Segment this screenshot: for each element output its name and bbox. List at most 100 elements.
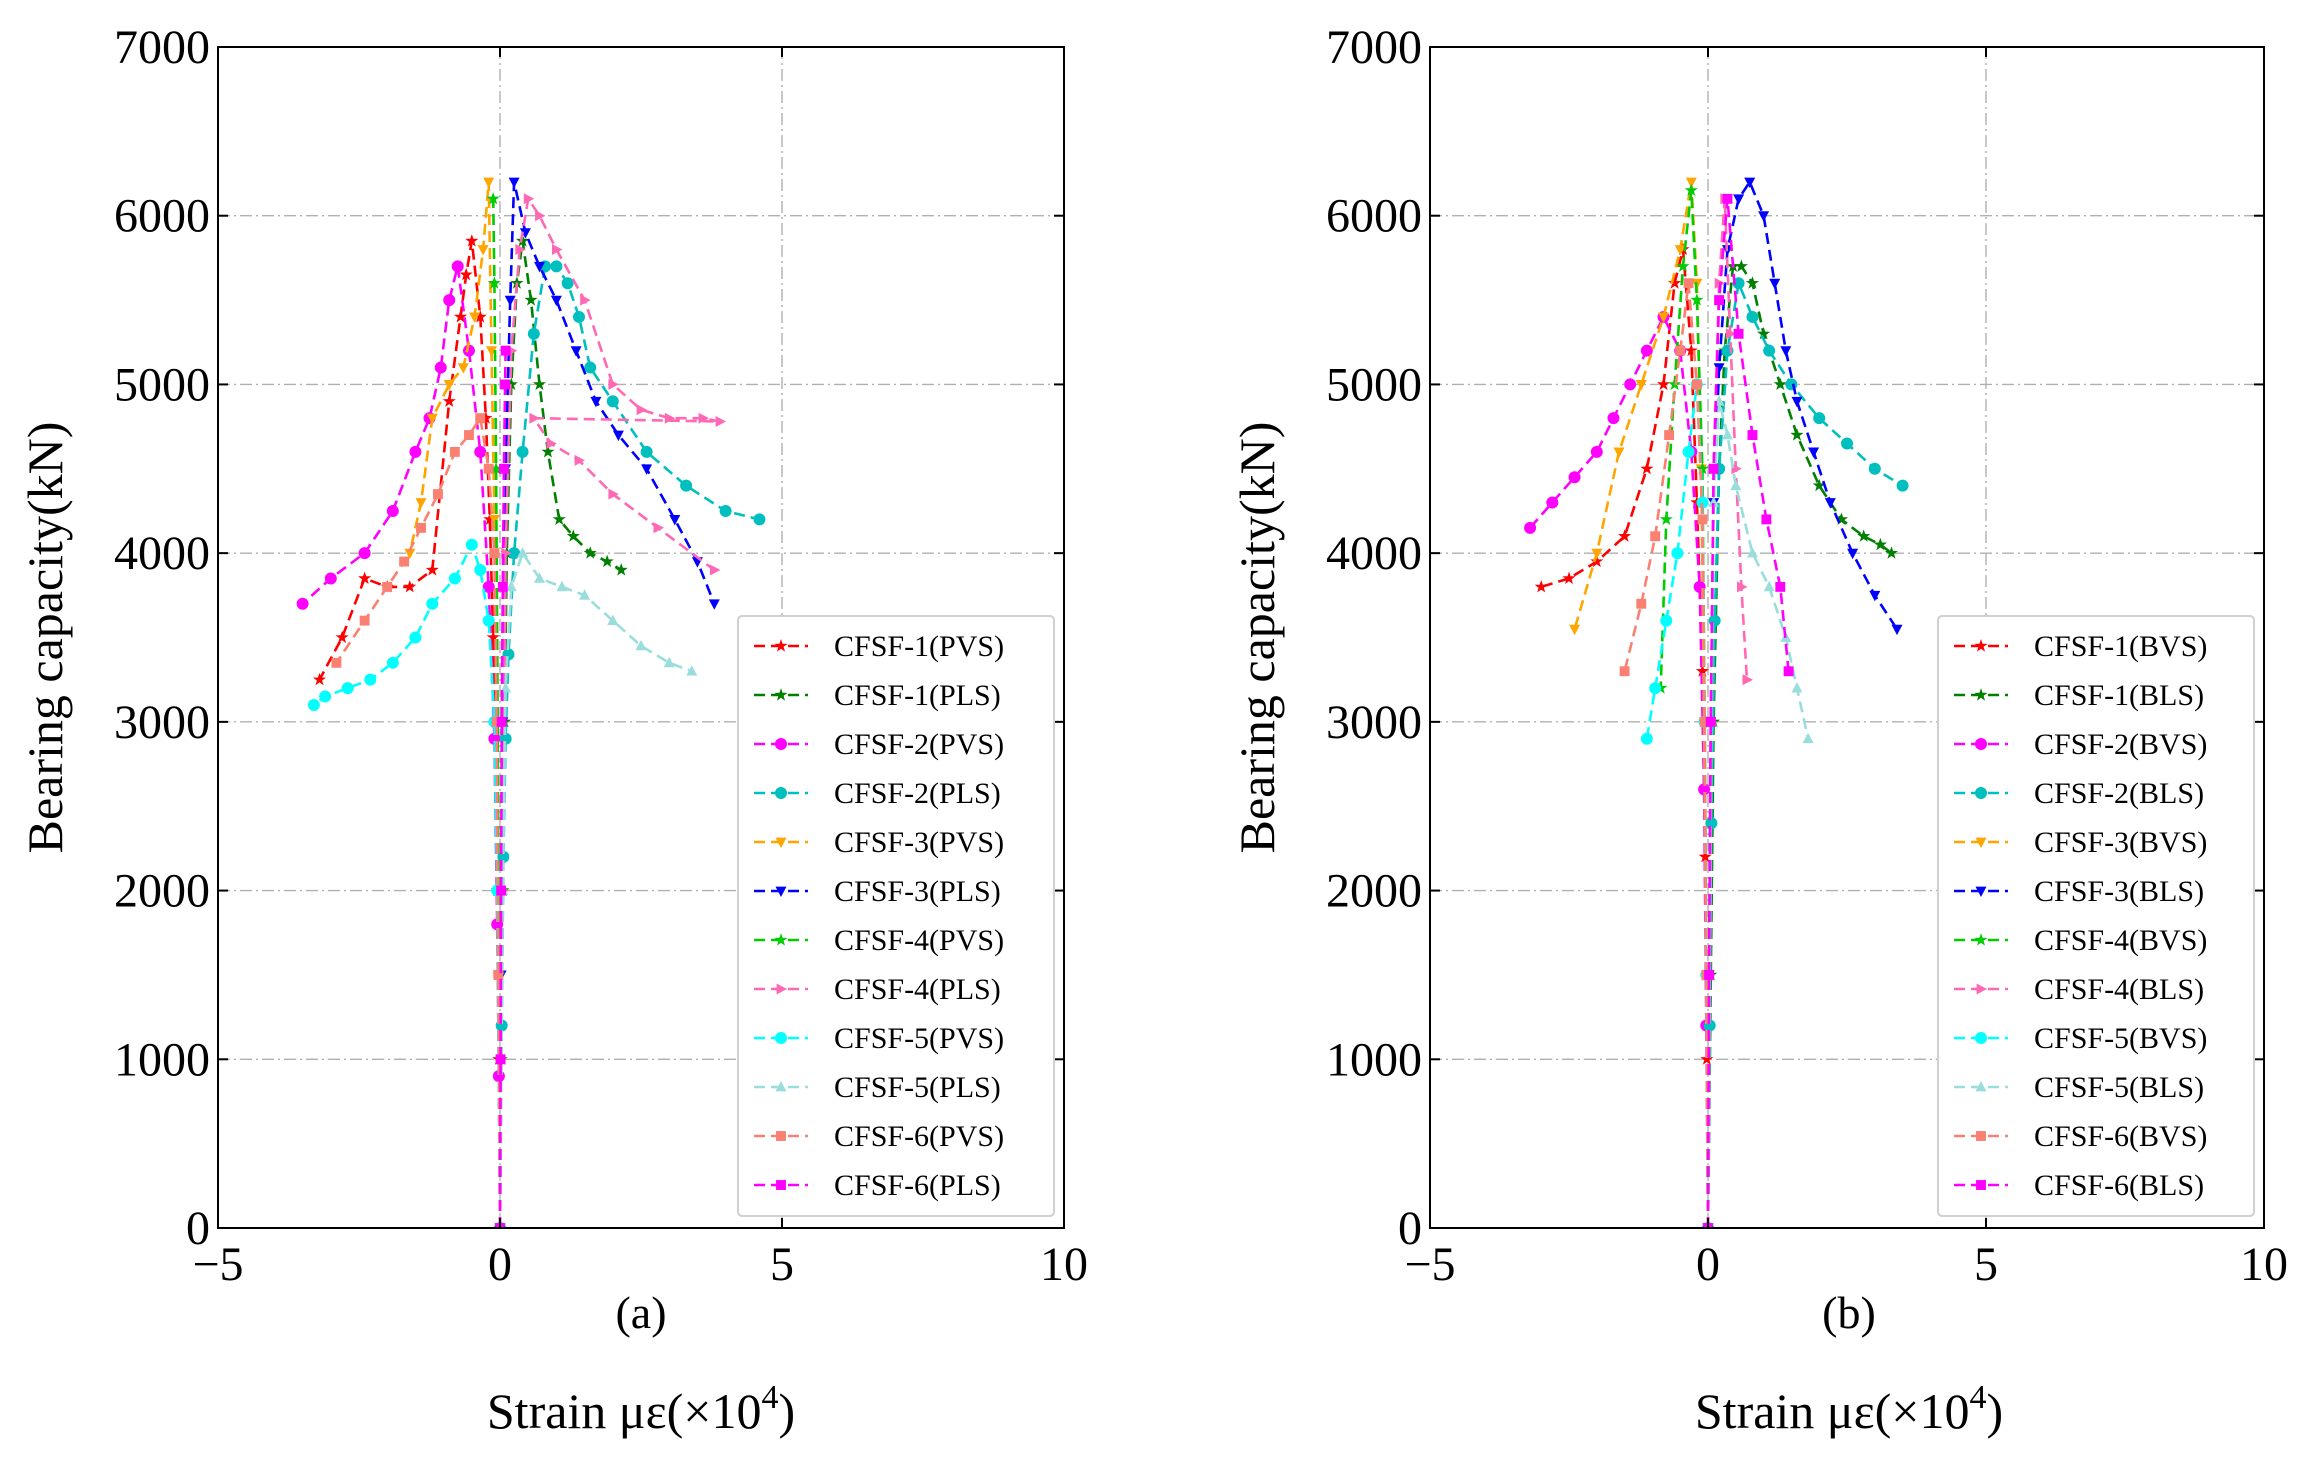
legend-entry: CFSF-4(BVS) [1954, 924, 2207, 957]
x-tick-label: 0 [1696, 1238, 1720, 1291]
data-point [1618, 529, 1632, 542]
legend-entry: CFSF-6(PLS) [754, 1169, 1001, 1202]
data-point [464, 430, 474, 440]
legend-marker [775, 738, 787, 750]
series-line [335, 414, 502, 1228]
data-point [1733, 194, 1745, 205]
legend-marker [1975, 1032, 1987, 1044]
series-line [1540, 249, 1710, 1228]
y-tick-label: 3000 [1326, 696, 1422, 749]
data-point [1636, 598, 1647, 609]
data-point [1824, 498, 1836, 509]
data-point [1591, 548, 1603, 560]
x-tick-label: 5 [1974, 1238, 1998, 1291]
legend-entry: CFSF-3(BLS) [1954, 875, 2204, 908]
data-point [535, 210, 546, 222]
data-point [416, 522, 426, 533]
data-point [1747, 430, 1758, 440]
data-point [487, 276, 501, 289]
legend-marker [774, 639, 788, 652]
data-point [465, 234, 479, 247]
y-tick-label: 4000 [114, 527, 210, 580]
x-axis-title-end: ) [1986, 1383, 2003, 1439]
data-point [636, 404, 647, 416]
legend-entry: CFSF-4(PVS) [754, 924, 1004, 957]
data-point [709, 564, 721, 576]
data-point [640, 445, 653, 458]
data-point [399, 556, 410, 567]
legend-label: CFSF-1(BLS) [2034, 679, 2204, 712]
data-point [496, 716, 507, 727]
plot-area [296, 177, 766, 1228]
data-point [500, 379, 511, 390]
x-axis-title-superscript: 4 [1969, 1379, 1986, 1416]
data-point [1713, 363, 1725, 374]
x-tick-label: −5 [1404, 1238, 1455, 1291]
data-point [1790, 428, 1804, 441]
data-point [1775, 581, 1786, 592]
legend: CFSF-1(BVS) CFSF-1(BLS) CFSF-2(BVS) CFSF-2(… [1937, 615, 2255, 1217]
data-point [474, 564, 487, 577]
data-point [1684, 343, 1698, 357]
plot-area [1524, 177, 1909, 1228]
data-point [331, 657, 342, 668]
data-point [1590, 445, 1603, 458]
data-point [1812, 478, 1826, 492]
series-line [498, 195, 721, 1228]
data-point [1868, 462, 1881, 475]
data-point [1671, 547, 1684, 560]
data-point [698, 412, 710, 424]
legend-label: CFSF-6(PLS) [834, 1169, 1001, 1202]
data-point [516, 445, 529, 458]
y-tick-label: 4000 [1326, 527, 1422, 580]
data-point [1780, 346, 1792, 357]
data-point [680, 479, 693, 492]
y-tick-label: 1000 [1326, 1033, 1422, 1086]
data-point [489, 548, 500, 559]
legend-label: CFSF-3(BVS) [2034, 826, 2207, 859]
legend-marker [775, 837, 787, 848]
data-point [1697, 514, 1708, 525]
y-tick-label: 7000 [114, 21, 210, 74]
data-point [1722, 429, 1733, 440]
data-point [495, 1054, 506, 1065]
data-point [386, 656, 399, 669]
y-axis-title: Bearing capacity(kN) [17, 422, 73, 854]
data-point [708, 599, 720, 610]
data-point [483, 463, 494, 474]
data-point [1742, 674, 1753, 686]
legend-marker [1974, 639, 1988, 652]
data-point [1791, 682, 1803, 693]
data-point [753, 513, 766, 526]
legend-marker [1974, 688, 1988, 701]
data-point [1873, 537, 1887, 551]
legend-entry: CFSF-1(PVS) [754, 630, 1004, 663]
legend-label: CFSF-3(PLS) [834, 875, 1001, 908]
data-point [474, 445, 487, 458]
data-point [1635, 380, 1647, 391]
panel-label: (b) [1822, 1287, 1876, 1338]
data-point [382, 581, 393, 592]
data-point [500, 345, 511, 356]
legend-label: CFSF-1(PVS) [834, 630, 1004, 663]
legend-label: CFSF-5(BLS) [2034, 1071, 2204, 1104]
data-point [1847, 548, 1859, 560]
legend-box [737, 615, 1055, 1217]
y-tick-label: 7000 [1326, 21, 1422, 74]
legend-entry: CFSF-2(BLS) [1954, 777, 2204, 810]
data-point [483, 177, 495, 188]
data-point [1744, 177, 1756, 188]
data-point [504, 295, 516, 307]
data-point [465, 538, 478, 551]
data-point [572, 310, 585, 323]
data-point [1569, 624, 1581, 636]
legend-entry: CFSF-2(PVS) [754, 728, 1004, 761]
data-point [534, 572, 545, 583]
data-point [1682, 445, 1695, 458]
data-point [1676, 259, 1690, 272]
data-point [534, 261, 545, 273]
data-point [1732, 277, 1745, 290]
legend-marker [776, 1180, 786, 1190]
y-tick-label: 3000 [114, 696, 210, 749]
legend-entry: CFSF-6(PVS) [754, 1120, 1004, 1153]
